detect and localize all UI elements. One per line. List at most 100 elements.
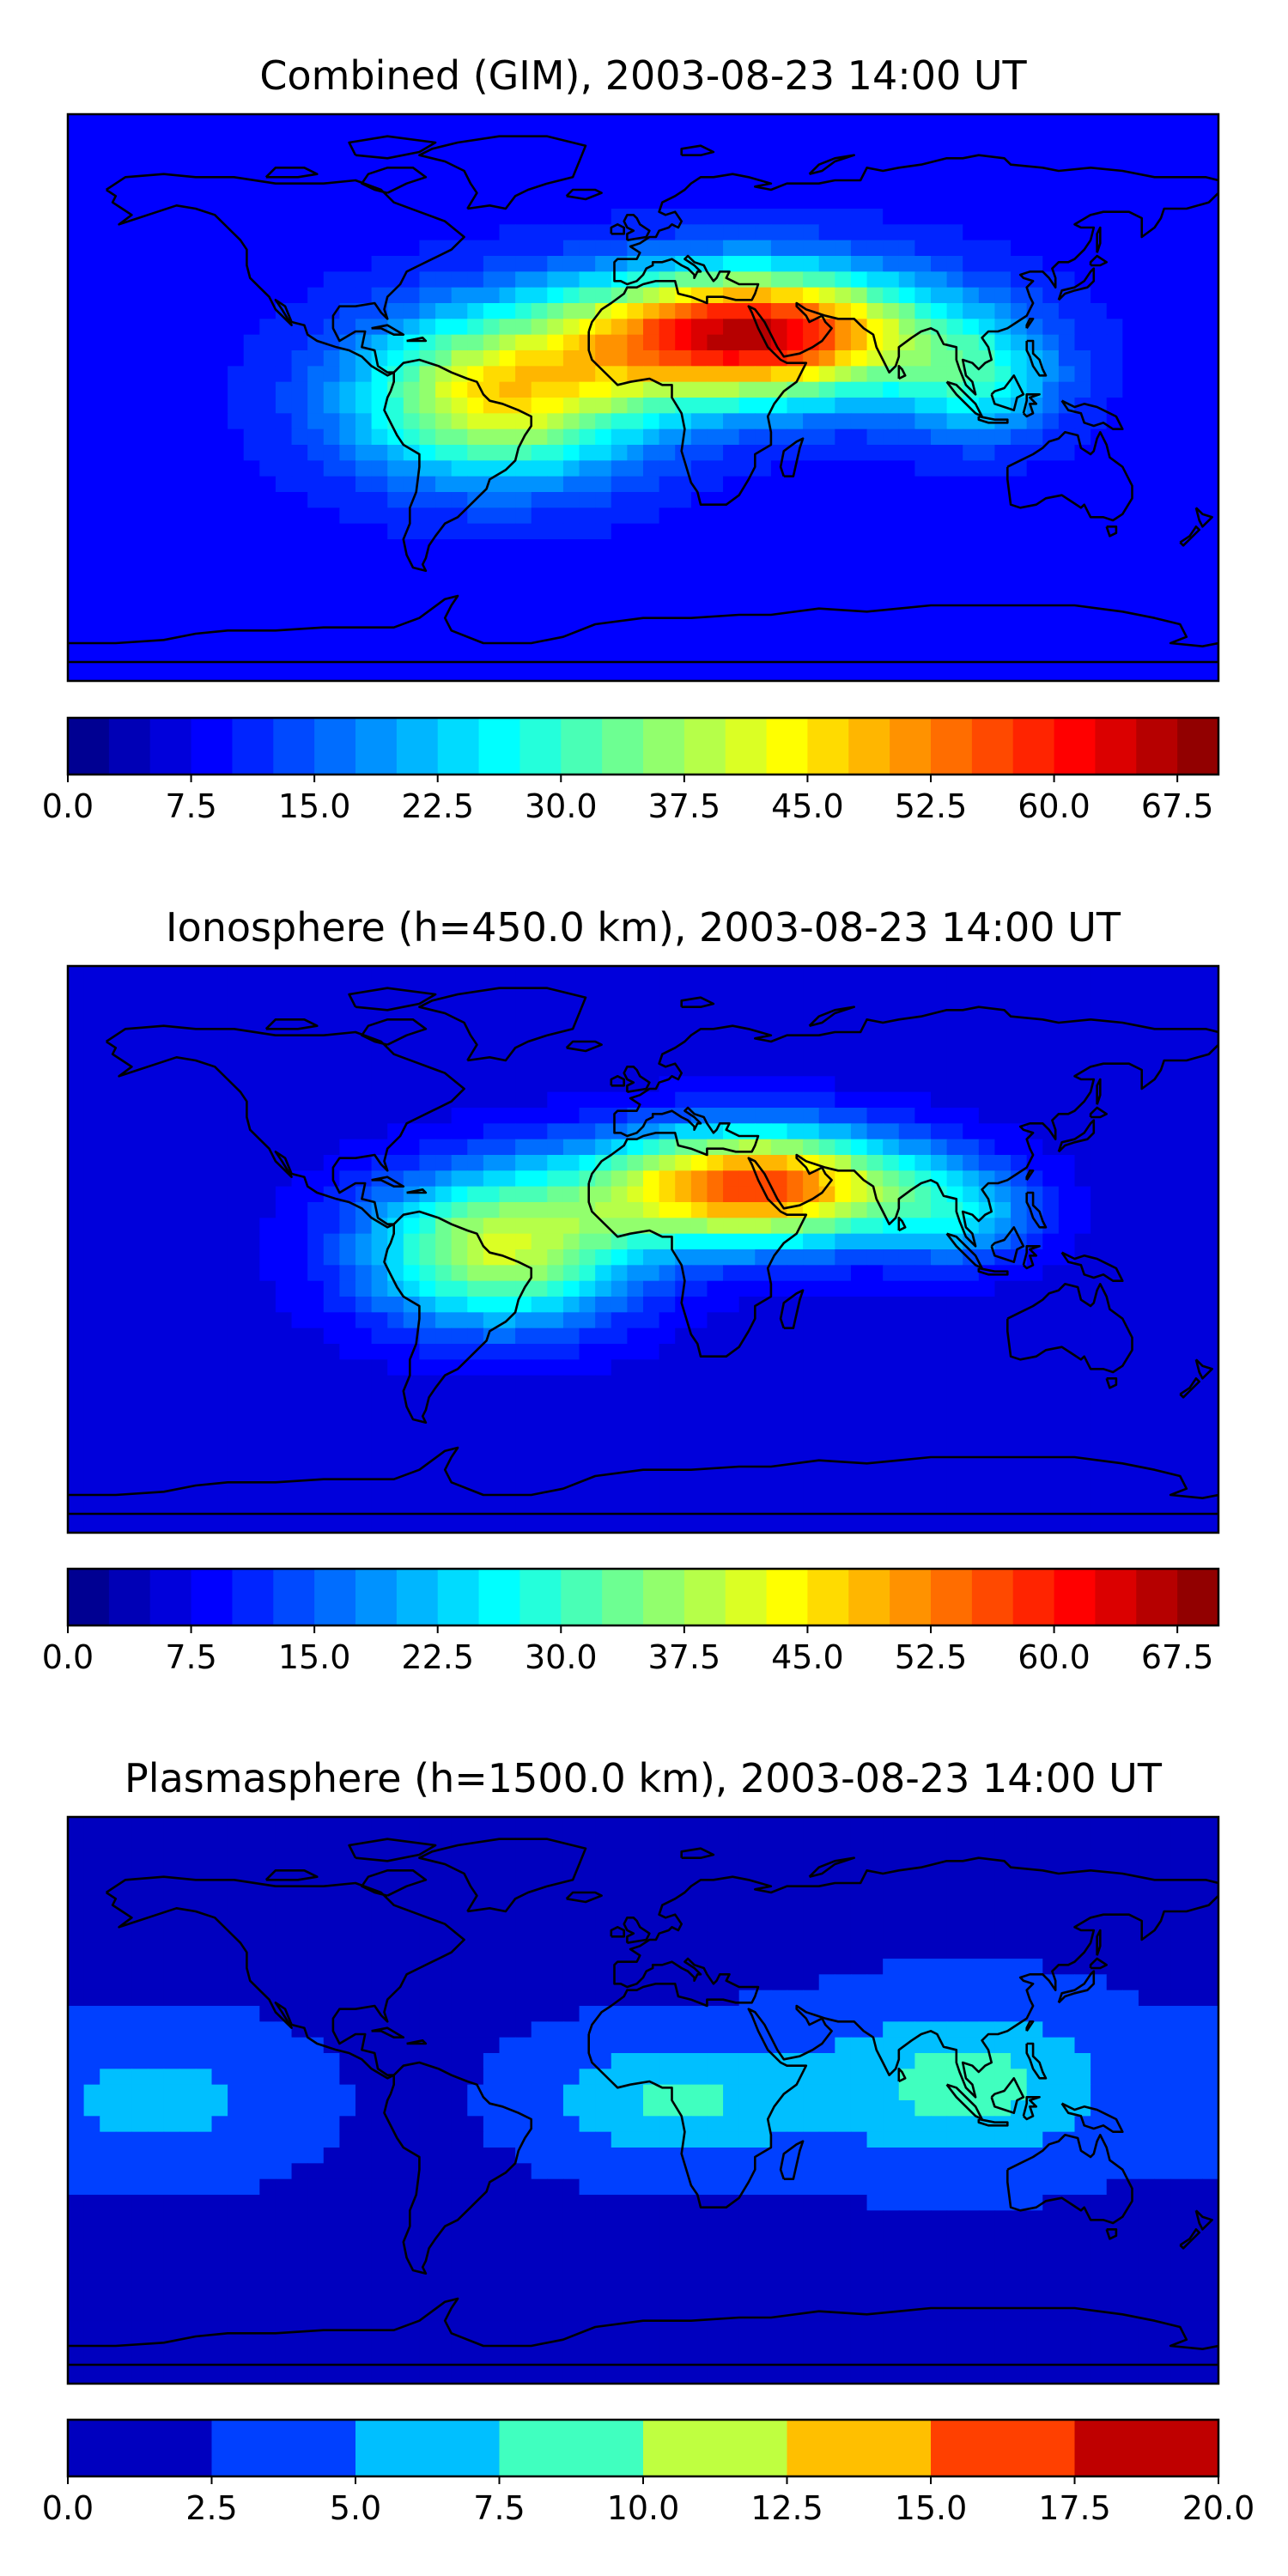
field-cell [659, 1265, 676, 1282]
field-cell [339, 398, 356, 414]
field-cell [259, 177, 276, 194]
field-cell [1058, 1391, 1076, 1407]
field-cell [211, 1233, 228, 1250]
field-cell [1138, 161, 1156, 178]
field-cell [291, 602, 308, 619]
field-cell [307, 1327, 325, 1345]
field-cell [339, 192, 356, 210]
field-cell [228, 1469, 245, 1486]
field-cell [195, 224, 213, 241]
field-cell [690, 602, 708, 619]
field-cell [1074, 1044, 1091, 1061]
field-cell [100, 586, 117, 603]
field-cell [1106, 1029, 1123, 1046]
field-cell [211, 476, 228, 493]
field-cell [259, 366, 276, 383]
field-cell [163, 366, 180, 383]
field-cell [770, 1375, 788, 1392]
field-cell [963, 1013, 980, 1030]
field-cell [898, 192, 915, 210]
field-cell [611, 634, 628, 650]
coastline-japan [1057, 267, 1096, 301]
field-cell [371, 1202, 388, 1218]
field-cell [787, 997, 804, 1014]
field-cell [659, 1438, 676, 1455]
field-cell [643, 665, 660, 681]
field-cell [68, 114, 85, 131]
field-cell [562, 1202, 580, 1218]
field-cell [978, 1060, 996, 1077]
field-cell [835, 319, 852, 336]
coastline-victoria-island [264, 167, 319, 179]
field-cell [211, 1297, 228, 1313]
field-cell [211, 1123, 228, 1140]
coastline-greenland [418, 135, 587, 210]
field-cell [1026, 1391, 1043, 1407]
field-cell [419, 1091, 436, 1109]
field-cell [451, 1391, 468, 1407]
field-cell [100, 1391, 117, 1407]
field-cell [978, 1375, 996, 1392]
field-cell [723, 287, 740, 304]
field-cell [275, 1108, 293, 1124]
field-cell [1042, 1139, 1060, 1156]
field-cell [419, 350, 436, 367]
field-cell [803, 287, 820, 304]
field-cell [259, 1060, 276, 1077]
field-cell [100, 460, 117, 477]
field-cell [595, 1170, 612, 1188]
field-cell [850, 492, 868, 508]
field-cell [211, 460, 228, 477]
field-cell [531, 1218, 548, 1235]
field-cell [946, 445, 963, 461]
field-cell [787, 1391, 804, 1407]
field-cell [211, 130, 228, 147]
field-cell [499, 1186, 516, 1203]
field-cell [291, 334, 308, 351]
field-cell [499, 523, 516, 540]
field-cell [690, 966, 708, 982]
field-cell [307, 1265, 325, 1282]
field-cell [403, 1422, 421, 1439]
field-cell [467, 224, 484, 241]
field-cell [83, 130, 100, 147]
field-cell [818, 492, 835, 508]
field-cell [163, 649, 180, 666]
field-cell [100, 1406, 117, 1424]
field-cell [1106, 1249, 1123, 1266]
field-cell [611, 319, 628, 336]
field-cell [211, 1391, 228, 1407]
field-cell [1138, 1265, 1156, 1282]
field-cell [100, 602, 117, 619]
field-cell [818, 1312, 835, 1329]
field-cell [387, 192, 404, 210]
field-cell [643, 1312, 660, 1329]
field-cell [866, 1375, 884, 1392]
field-cell [115, 334, 133, 351]
field-cell [291, 997, 308, 1014]
field-cell [818, 1186, 835, 1203]
field-cell [291, 1454, 308, 1471]
field-cell [579, 476, 596, 493]
field-cell [675, 334, 692, 351]
field-cell [100, 161, 117, 178]
field-cell [403, 445, 421, 461]
field-cell [738, 1123, 756, 1140]
field-cell [723, 1076, 740, 1093]
field-cell [355, 224, 373, 241]
field-cell [68, 1422, 85, 1439]
field-cell [770, 1454, 788, 1471]
field-cell [1058, 1375, 1076, 1392]
field-cell [419, 1327, 436, 1345]
field-cell [1058, 555, 1076, 572]
field-cell [595, 1438, 612, 1455]
field-cell [595, 1422, 612, 1439]
field-cell [643, 1139, 660, 1156]
field-cell [978, 507, 996, 525]
field-cell [1074, 1155, 1091, 1171]
field-cell [850, 224, 868, 241]
field-cell [115, 381, 133, 398]
field-cell [963, 539, 980, 556]
field-cell [499, 145, 516, 162]
field-cell [483, 1375, 501, 1392]
